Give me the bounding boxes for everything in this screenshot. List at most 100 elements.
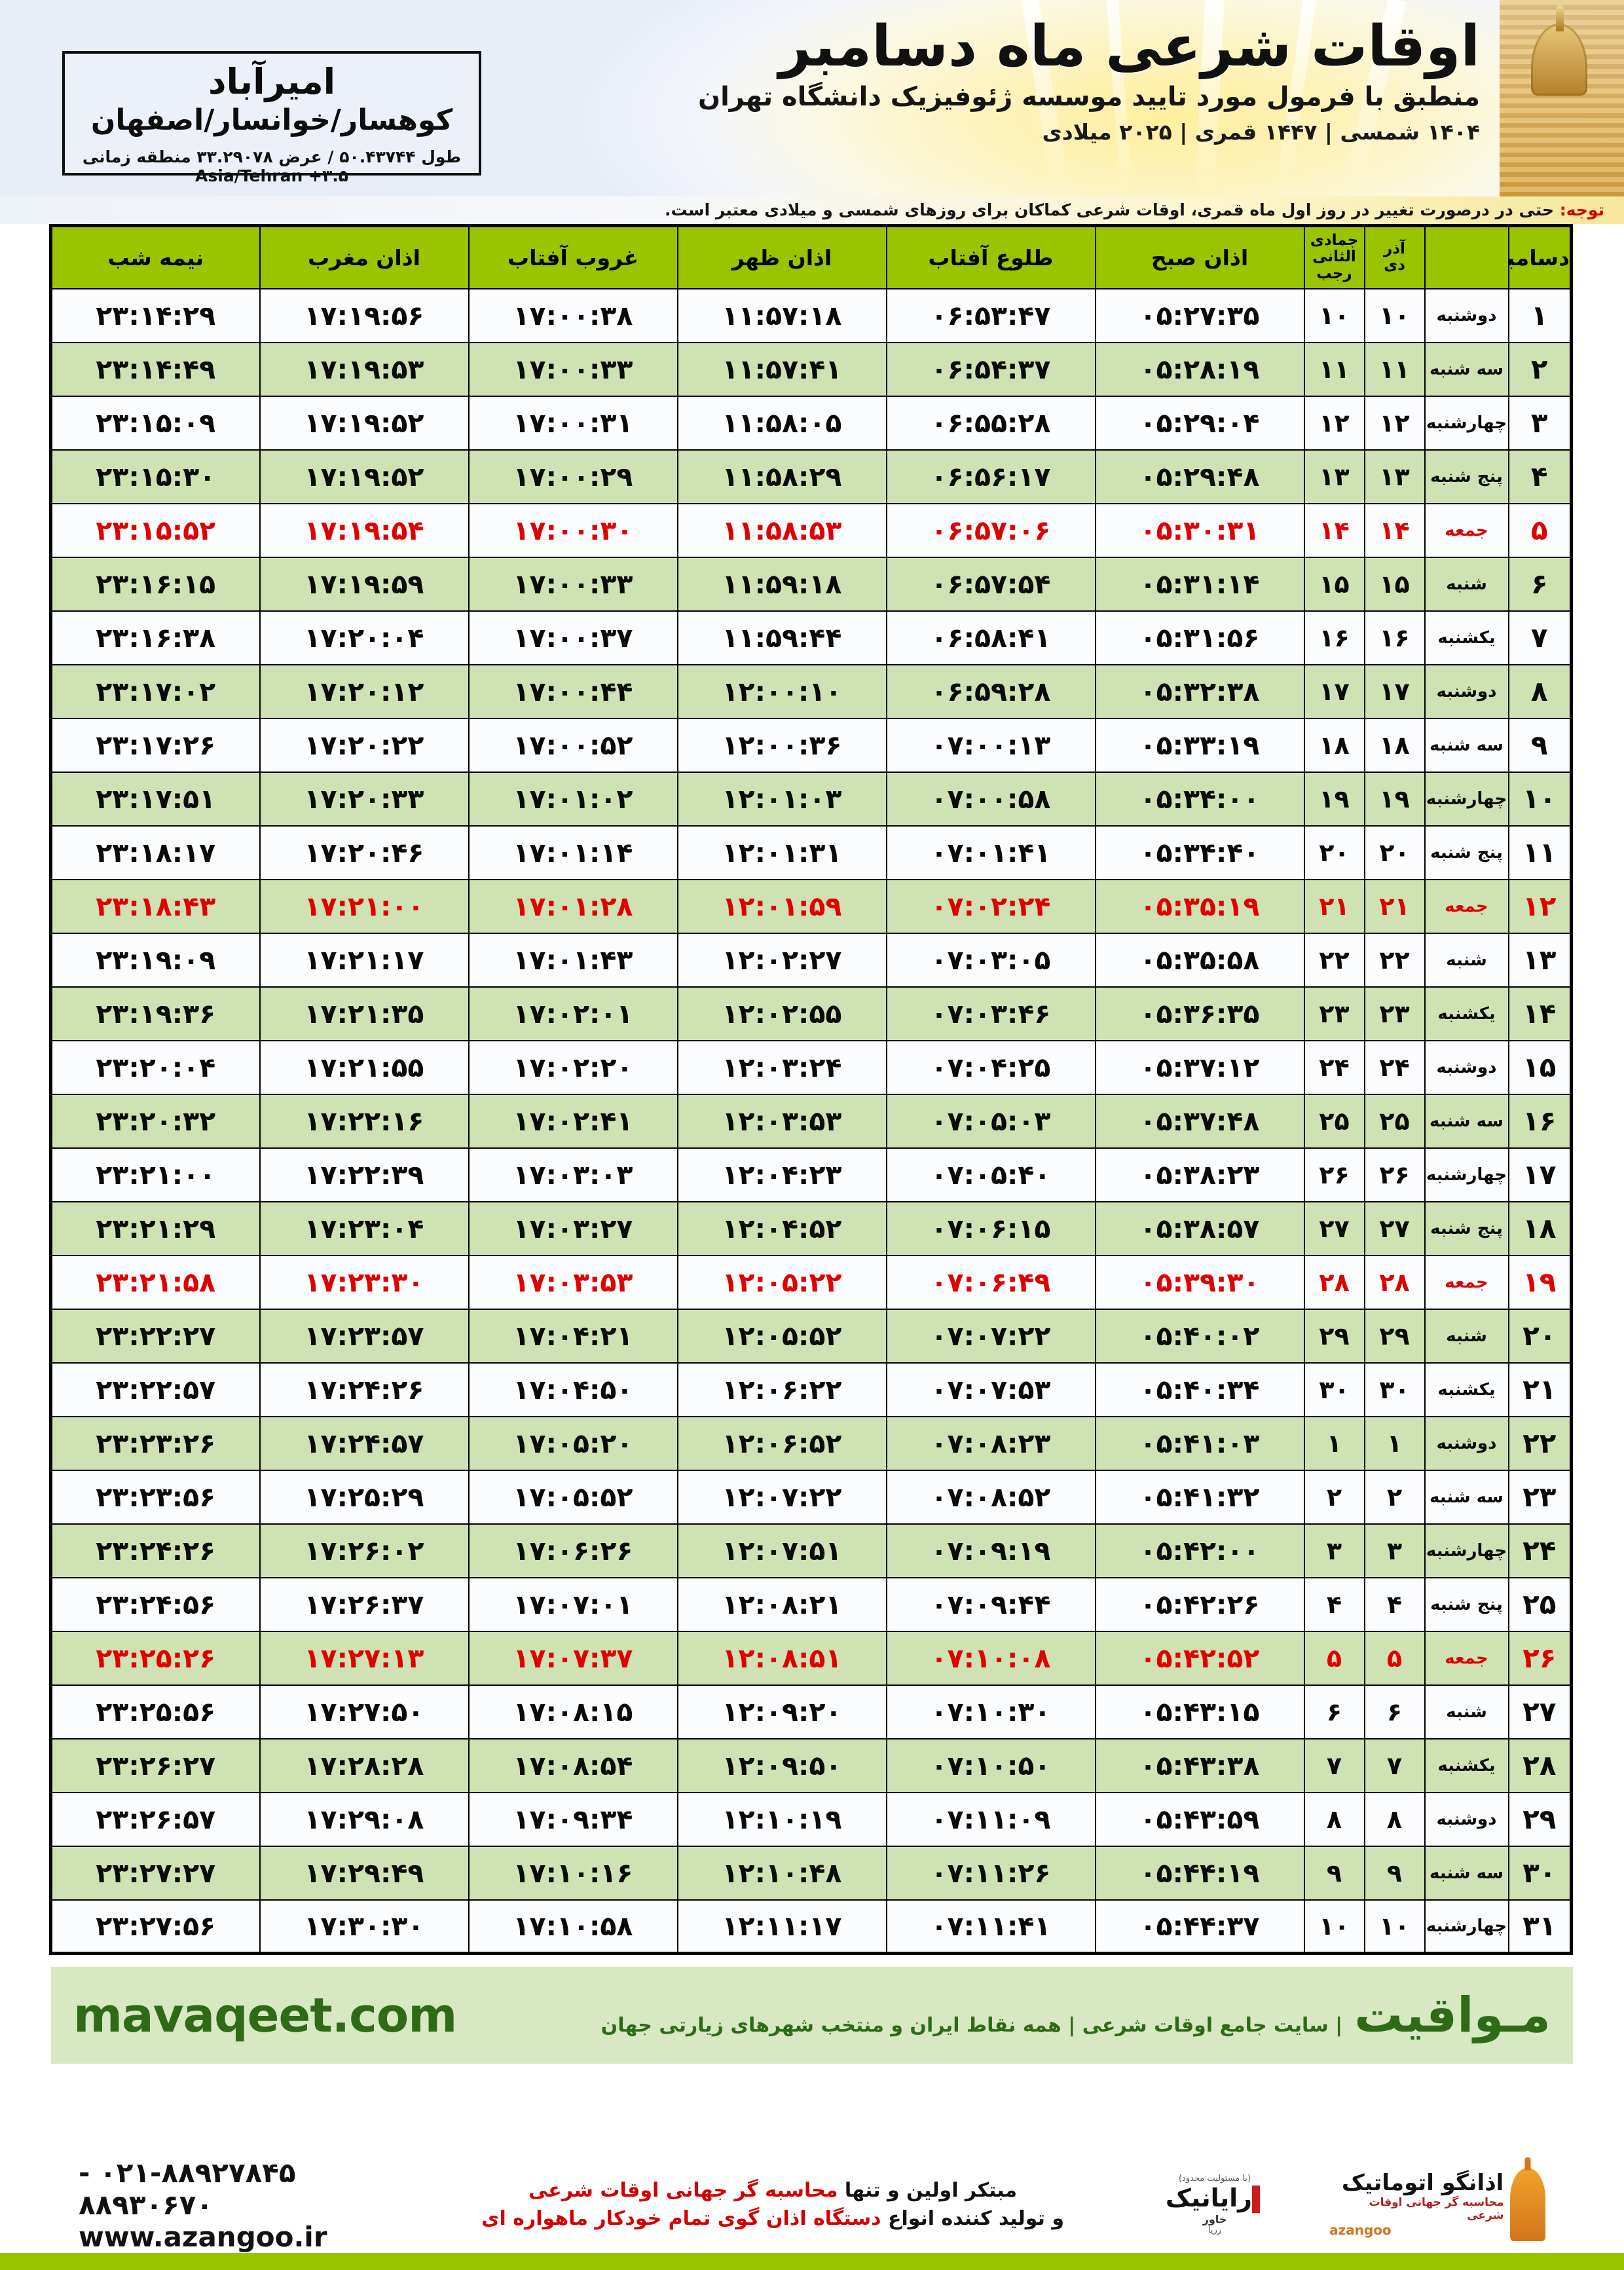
cell-sunset: ۱۷:۰۴:۲۱ bbox=[468, 1308, 678, 1364]
cell-dhuhr: ۱۲:۰۰:۱۰ bbox=[676, 663, 887, 719]
cell-fajr: ۰۵:۳۸:۲۳ bbox=[1094, 1147, 1305, 1202]
cell-midnight: ۲۳:۱۵:۳۰ bbox=[50, 449, 261, 504]
cell-solar-date: ۲۰ bbox=[1363, 825, 1426, 880]
cell-sunrise: ۰۷:۰۷:۵۳ bbox=[885, 1362, 1096, 1417]
cell-dhuhr: ۱۱:۵۸:۰۵ bbox=[676, 395, 887, 451]
header-hijri-top: جمادی الثانی bbox=[1310, 231, 1359, 266]
cell-hijri-date: ۳۰ bbox=[1303, 1362, 1365, 1417]
page-title: اوقات شرعی ماه دسامبر bbox=[779, 14, 1481, 79]
phone-number: ۰۲۱-۸۸۹۲۷۸۴۵ - ۸۸۹۳۰۶۷۰ bbox=[79, 2156, 296, 2221]
mavaqeet-website[interactable]: mavaqeet.com bbox=[73, 1988, 457, 2043]
cell-sunset: ۱۷:۰۴:۵۰ bbox=[468, 1362, 678, 1417]
cell-solar-date: ۲۷ bbox=[1363, 1200, 1426, 1256]
cell-solar-date: ۸ bbox=[1363, 1791, 1426, 1847]
cell-hijri-date: ۱۱ bbox=[1303, 341, 1365, 397]
cell-maghrib: ۱۷:۲۰:۲۲ bbox=[259, 717, 470, 773]
cell-dhuhr: ۱۱:۵۹:۴۴ bbox=[676, 610, 887, 665]
cell-midnight: ۲۳:۱۴:۲۹ bbox=[50, 288, 261, 343]
location-coordinates: طول ۵۰.۴۳۷۴۴ / عرض ۳۳.۲۹۰۷۸ منطقه زمانی … bbox=[82, 147, 462, 185]
cell-dhuhr: ۱۲:۰۴:۵۲ bbox=[676, 1200, 887, 1256]
cell-hijri-date: ۶ bbox=[1303, 1684, 1365, 1740]
cell-dhuhr: ۱۲:۰۸:۲۱ bbox=[676, 1576, 887, 1632]
cell-sunrise: ۰۷:۰۴:۲۵ bbox=[885, 1039, 1096, 1095]
cell-hijri-date: ۲۵ bbox=[1303, 1093, 1365, 1149]
header-dhuhr: اذان ظهر bbox=[676, 225, 887, 289]
table-row: ۲۳ سه شنبه ۲ ۲ ۰۵:۴۱:۳۲ ۰۷:۰۸:۵۲ ۱۲:۰۷:۲۲ ۱۷:۰۵… bbox=[50, 1469, 1572, 1525]
cell-day: ۱۱ bbox=[1507, 825, 1572, 880]
header-maghrib: اذان مغرب bbox=[259, 225, 470, 289]
cell-sunrise: ۰۷:۰۵:۴۰ bbox=[885, 1147, 1096, 1202]
table-row: ۲۲ دوشنبه ۱ ۱ ۰۵:۴۱:۰۳ ۰۷:۰۸:۲۳ ۱۲:۰۶:۵۲ ۱۷:۰۵:… bbox=[50, 1415, 1572, 1471]
cell-dhuhr: ۱۲:۰۶:۲۲ bbox=[676, 1362, 887, 1417]
cell-weekday: چهارشنبه bbox=[1424, 1147, 1509, 1202]
cell-weekday: یکشنبه bbox=[1424, 1738, 1509, 1793]
cell-hijri-date: ۷ bbox=[1303, 1738, 1365, 1793]
cell-sunrise: ۰۷:۱۰:۰۸ bbox=[885, 1630, 1096, 1686]
cell-sunrise: ۰۷:۰۵:۰۳ bbox=[885, 1093, 1096, 1149]
mosque-dome-icon bbox=[1531, 24, 1587, 96]
table-row: ۳۰ سه شنبه ۹ ۹ ۰۵:۴۴:۱۹ ۰۷:۱۱:۲۶ ۱۲:۱۰:۴۸ ۱۷:۱۰… bbox=[50, 1845, 1572, 1901]
cell-day: ۲۵ bbox=[1507, 1576, 1572, 1632]
mavaqeet-tagline: | سایت جامع اوقات شرعی | همه نقاط ایران … bbox=[600, 2014, 1343, 2037]
rayanik-tiny2: زریا bbox=[1208, 2225, 1222, 2236]
prayer-times-table: دسامبر آذر دی جمادی الثانی رجب bbox=[49, 224, 1573, 1955]
cell-maghrib: ۱۷:۲۹:۰۸ bbox=[259, 1791, 470, 1847]
cell-sunset: ۱۷:۰۸:۵۴ bbox=[468, 1738, 678, 1793]
cell-day: ۱۴ bbox=[1507, 986, 1572, 1041]
cell-maghrib: ۱۷:۲۰:۱۲ bbox=[259, 663, 470, 719]
cell-dhuhr: ۱۲:۰۴:۲۳ bbox=[676, 1147, 887, 1202]
cell-midnight: ۲۳:۲۴:۵۶ bbox=[50, 1576, 261, 1632]
cell-dhuhr: ۱۱:۵۸:۲۹ bbox=[676, 449, 887, 504]
cell-sunset: ۱۷:۰۲:۲۰ bbox=[468, 1039, 678, 1095]
cell-midnight: ۲۳:۲۲:۵۷ bbox=[50, 1362, 261, 1417]
cell-weekday: شنبه bbox=[1424, 932, 1509, 988]
cell-midnight: ۲۳:۱۹:۰۹ bbox=[50, 932, 261, 988]
cell-maghrib: ۱۷:۱۹:۵۴ bbox=[259, 502, 470, 558]
cell-sunrise: ۰۶:۵۳:۴۷ bbox=[885, 288, 1096, 343]
cell-dhuhr: ۱۲:۰۲:۲۷ bbox=[676, 932, 887, 988]
cell-dhuhr: ۱۲:۱۰:۱۹ bbox=[676, 1791, 887, 1847]
cell-solar-date: ۱۶ bbox=[1363, 610, 1426, 665]
azangoo-website[interactable]: www.azangoo.ir bbox=[79, 2220, 327, 2253]
cell-sunset: ۱۷:۰۷:۳۷ bbox=[468, 1630, 678, 1686]
cell-maghrib: ۱۷:۲۲:۱۶ bbox=[259, 1093, 470, 1149]
cell-fajr: ۰۵:۳۱:۱۴ bbox=[1094, 556, 1305, 612]
cell-sunset: ۱۷:۰۱:۴۳ bbox=[468, 932, 678, 988]
header-midnight: نیمه شب bbox=[50, 225, 261, 289]
cell-fajr: ۰۵:۳۴:۰۰ bbox=[1094, 771, 1305, 827]
cell-solar-date: ۲۵ bbox=[1363, 1093, 1426, 1149]
rayanik-sub: خاور bbox=[1202, 2213, 1227, 2226]
cell-hijri-date: ۱۶ bbox=[1303, 610, 1365, 665]
page-banner: اوقات شرعی ماه دسامبر منطبق با فرمول مور… bbox=[0, 0, 1624, 196]
cell-weekday: دوشنبه bbox=[1424, 1415, 1509, 1471]
cell-midnight: ۲۳:۱۵:۰۹ bbox=[50, 395, 261, 451]
cell-solar-date: ۱۴ bbox=[1363, 502, 1426, 558]
cell-maghrib: ۱۷:۲۰:۳۳ bbox=[259, 771, 470, 827]
cell-dhuhr: ۱۱:۵۷:۱۸ bbox=[676, 288, 887, 343]
cell-maghrib: ۱۷:۱۹:۵۲ bbox=[259, 395, 470, 451]
cell-weekday: سه شنبه bbox=[1424, 1093, 1509, 1149]
cell-sunrise: ۰۶:۵۴:۳۷ bbox=[885, 341, 1096, 397]
header-solar-bottom: دی bbox=[1384, 257, 1405, 274]
cell-fajr: ۰۵:۳۰:۳۱ bbox=[1094, 502, 1305, 558]
cell-solar-date: ۱۷ bbox=[1363, 663, 1426, 719]
cell-hijri-date: ۱۷ bbox=[1303, 663, 1365, 719]
table-row: ۶ شنبه ۱۵ ۱۵ ۰۵:۳۱:۱۴ ۰۶:۵۷:۵۴ ۱۱:۵۹:۱۸ ۱۷:۰۰:۳… bbox=[50, 556, 1572, 612]
cell-weekday: دوشنبه bbox=[1424, 288, 1509, 343]
cell-day: ۲۳ bbox=[1507, 1469, 1572, 1525]
cell-weekday: جمعه bbox=[1424, 878, 1509, 934]
cell-solar-date: ۱۳ bbox=[1363, 449, 1426, 504]
azangoo-sub: محاسبه گر جهانی اوقات شرعی bbox=[1369, 2195, 1504, 2222]
cell-sunset: ۱۷:۰۰:۳۱ bbox=[468, 395, 678, 451]
cell-sunrise: ۰۶:۵۵:۲۸ bbox=[885, 395, 1096, 451]
cell-day: ۱۷ bbox=[1507, 1147, 1572, 1202]
cell-sunset: ۱۷:۰۲:۰۱ bbox=[468, 986, 678, 1041]
header-fajr: اذان صبح bbox=[1094, 225, 1305, 289]
cell-weekday: پنج شنبه bbox=[1424, 1200, 1509, 1256]
rayanik-bar-icon bbox=[1252, 2186, 1261, 2214]
table-row: ۴ پنج شنبه ۱۳ ۱۳ ۰۵:۲۹:۴۸ ۰۶:۵۶:۱۷ ۱۱:۵۸:۲۹ ۱۷:… bbox=[50, 449, 1572, 504]
rayanik-name: رایانیک bbox=[1126, 2184, 1303, 2214]
cell-sunrise: ۰۷:۰۰:۵۸ bbox=[885, 771, 1096, 827]
cell-day: ۱۶ bbox=[1507, 1093, 1572, 1149]
